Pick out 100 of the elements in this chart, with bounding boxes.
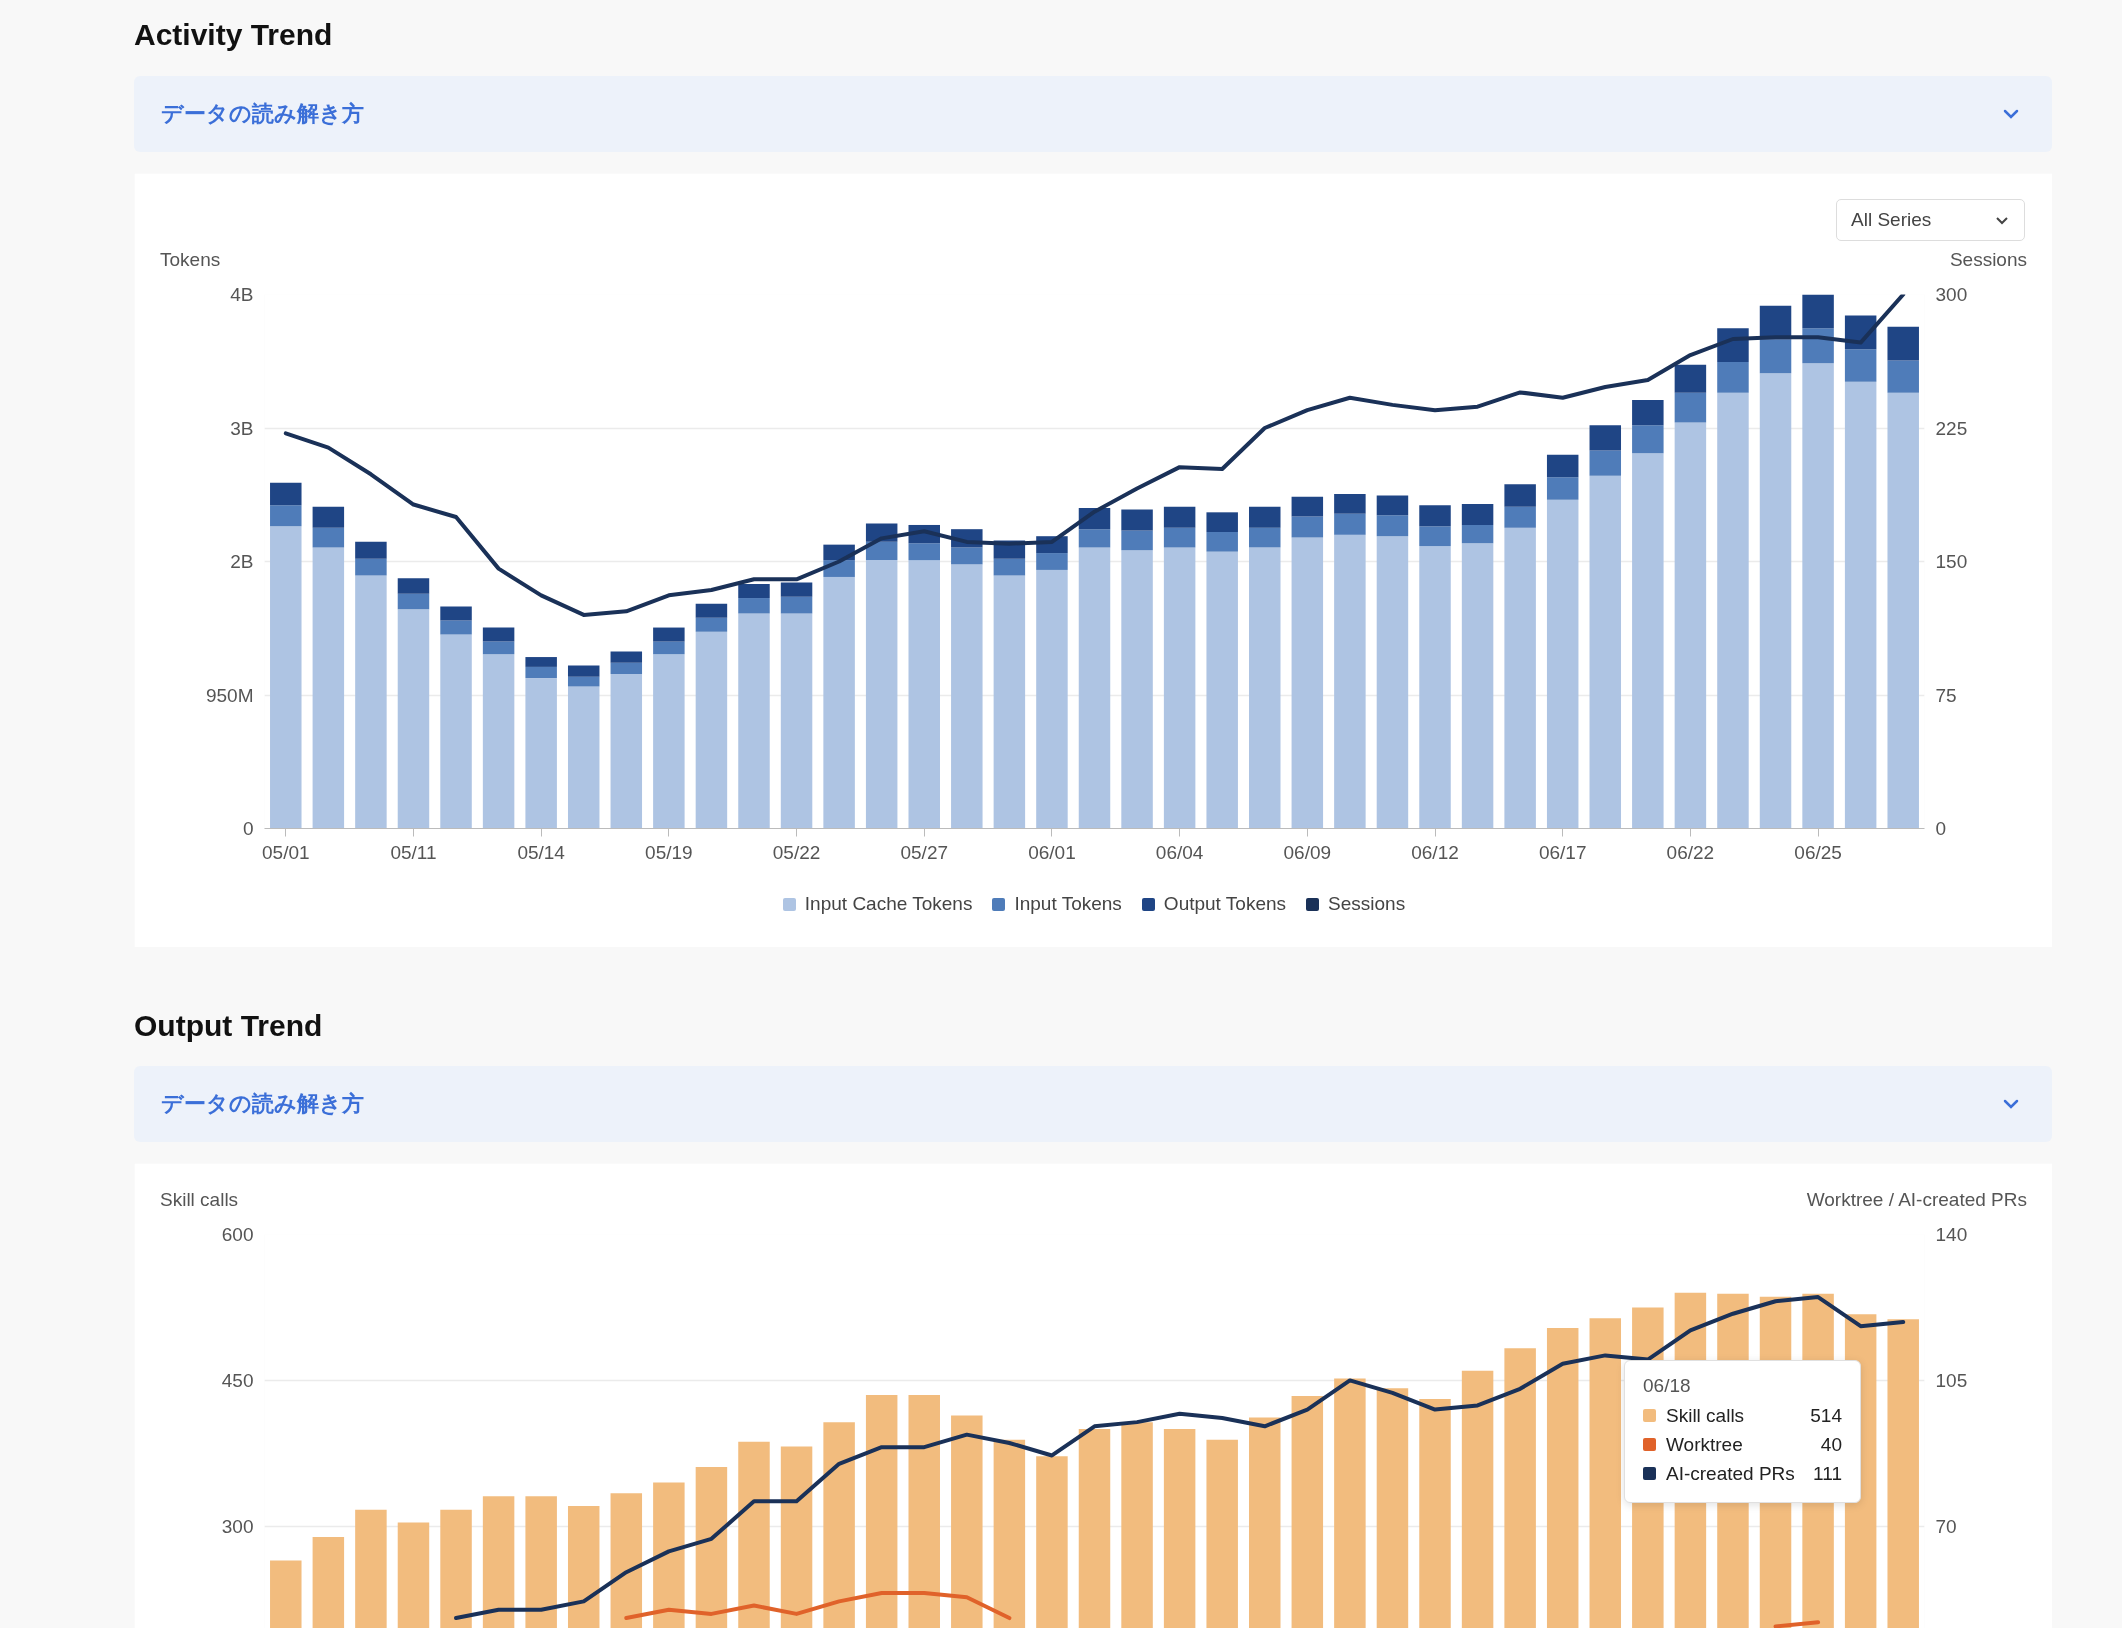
annotation: 06/18 [1643, 1375, 1692, 1397]
y2-axis-title: Worktree / AI-created PRs [1806, 1189, 2027, 1211]
bar [355, 541, 387, 559]
bar [993, 558, 1026, 576]
bar [312, 527, 345, 548]
bar [695, 631, 728, 829]
bar [1546, 477, 1579, 500]
bar [738, 598, 770, 614]
bar [1589, 475, 1622, 829]
bar [482, 654, 515, 829]
bar [567, 665, 600, 677]
bar [1121, 530, 1153, 551]
bar [440, 634, 472, 829]
chart-title: Activity Trend [134, 17, 333, 53]
bar [1589, 450, 1622, 476]
x-tick-label: 05/19 [645, 841, 693, 863]
bar [653, 654, 685, 829]
bar [1291, 516, 1324, 538]
bar [1887, 360, 1919, 393]
y-tick-label: 2B [230, 551, 254, 572]
bar [1078, 547, 1111, 829]
annotation: 111 [1813, 1462, 1842, 1486]
bar [1674, 422, 1707, 829]
bar [525, 666, 557, 679]
bar [355, 575, 387, 829]
bar [1461, 503, 1494, 525]
bar [1121, 550, 1153, 829]
bar [695, 617, 728, 632]
bar [312, 547, 345, 829]
y2-tick-label: 70 [1935, 1515, 1957, 1537]
bar [482, 641, 515, 655]
bar [482, 627, 515, 642]
bar [610, 651, 643, 663]
bar [270, 505, 302, 527]
bar [1802, 363, 1834, 829]
bar [1376, 536, 1409, 829]
y2-tick-label: 300 [1935, 284, 1968, 305]
y-tick-label: 450 [221, 1369, 254, 1391]
y-tick-label: 300 [221, 1515, 254, 1537]
bar [1206, 531, 1238, 552]
bar [567, 686, 600, 829]
y2-axis-title: Sessions [1949, 249, 2027, 271]
bar [270, 526, 302, 829]
chart-subtitle: データの読み解き方 [161, 100, 364, 128]
bar [1291, 496, 1324, 517]
bar [1078, 529, 1111, 548]
bar [1249, 547, 1281, 829]
x-tick-label: 06/25 [1794, 841, 1842, 863]
x-tick-label: 06/17 [1538, 841, 1587, 863]
bar [1334, 534, 1366, 829]
y-axis-title: Skill calls [160, 1189, 239, 1211]
y-tick-label: 0 [242, 818, 254, 839]
y2-tick-label: 0 [1935, 818, 1947, 839]
x-tick-label: 05/11 [390, 841, 437, 863]
bar [951, 564, 983, 829]
bar [1249, 527, 1281, 548]
y-tick-label: 600 [221, 1224, 254, 1245]
bar [1334, 513, 1366, 535]
legend-label: Sessions [1327, 893, 1406, 914]
y-tick-label: 950M [205, 684, 254, 706]
series-select: All Series [1836, 199, 2025, 241]
bar [525, 657, 557, 667]
x-tick-label: 06/22 [1666, 841, 1715, 863]
bar [397, 578, 430, 594]
bar [1461, 543, 1494, 829]
bar [355, 558, 387, 576]
bar [1249, 506, 1281, 528]
bar [1163, 506, 1196, 528]
x-tick-label: 05/27 [900, 841, 949, 863]
bar [440, 620, 472, 635]
bar [1504, 527, 1536, 829]
bar [1759, 373, 1792, 829]
bar [397, 609, 430, 829]
bar [610, 662, 643, 674]
bar [738, 613, 770, 829]
x-tick-label: 06/01 [1028, 841, 1076, 863]
x-tick-label: 06/09 [1283, 841, 1332, 863]
chart-title: Output Trend [134, 1008, 323, 1044]
legend-label: Worktree [1666, 1434, 1743, 1455]
bar [1504, 506, 1536, 528]
bar [1376, 515, 1409, 537]
bar [1419, 505, 1451, 527]
bar [1461, 524, 1494, 544]
bar [1291, 537, 1324, 829]
bar [1121, 509, 1153, 531]
bar [1036, 569, 1068, 829]
bar [1887, 326, 1919, 361]
bar [865, 541, 898, 561]
legend-label: Skill calls [1666, 1405, 1745, 1426]
bar [653, 627, 685, 642]
line-series [454, 1295, 1906, 1621]
bar [397, 593, 430, 610]
bar [440, 606, 472, 621]
chart-subtitle: データの読み解き方 [161, 1090, 364, 1118]
x-tick-label: 05/14 [517, 841, 566, 863]
bar [823, 576, 855, 829]
bar [1632, 453, 1664, 829]
bar [1504, 484, 1536, 507]
bar [1546, 454, 1579, 478]
y2-tick-label: 150 [1935, 551, 1968, 572]
